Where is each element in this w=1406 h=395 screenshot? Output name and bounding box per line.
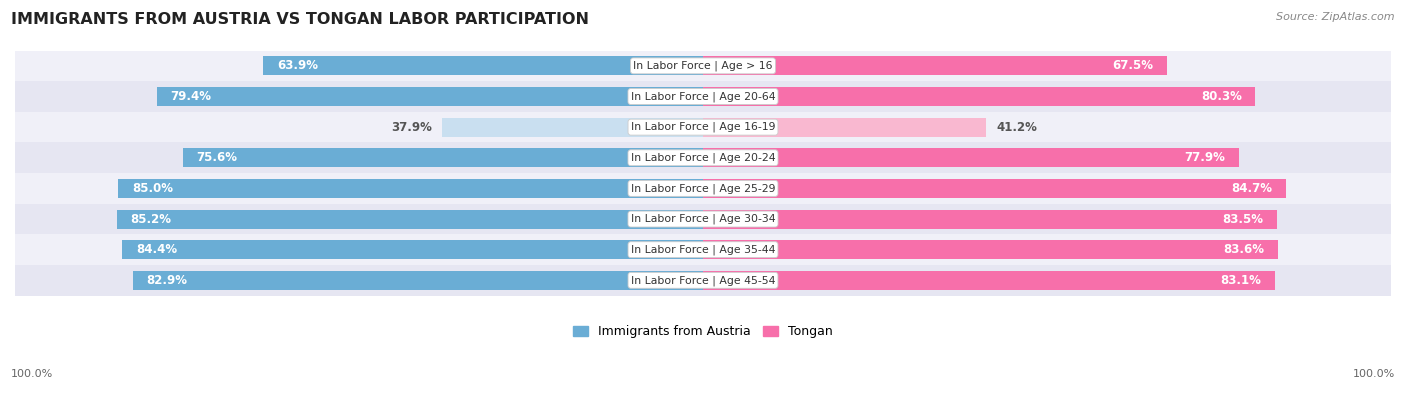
Text: In Labor Force | Age 30-34: In Labor Force | Age 30-34 <box>631 214 775 224</box>
Legend: Immigrants from Austria, Tongan: Immigrants from Austria, Tongan <box>568 320 838 343</box>
Text: In Labor Force | Age 35-44: In Labor Force | Age 35-44 <box>631 245 775 255</box>
Bar <box>703 240 1278 259</box>
Bar <box>15 234 1391 265</box>
Bar <box>263 56 703 75</box>
Text: 85.2%: 85.2% <box>131 213 172 226</box>
Bar <box>15 204 1391 234</box>
Bar <box>122 240 703 259</box>
Bar <box>118 179 703 198</box>
Bar <box>15 143 1391 173</box>
Bar <box>443 118 703 137</box>
Text: 41.2%: 41.2% <box>997 120 1038 134</box>
Text: 100.0%: 100.0% <box>1353 369 1395 379</box>
Text: 37.9%: 37.9% <box>391 120 432 134</box>
Bar <box>15 173 1391 204</box>
Text: 67.5%: 67.5% <box>1112 59 1154 72</box>
Text: IMMIGRANTS FROM AUSTRIA VS TONGAN LABOR PARTICIPATION: IMMIGRANTS FROM AUSTRIA VS TONGAN LABOR … <box>11 12 589 27</box>
Text: 82.9%: 82.9% <box>146 274 187 287</box>
Text: 77.9%: 77.9% <box>1184 151 1225 164</box>
Text: 83.5%: 83.5% <box>1223 213 1264 226</box>
Text: 84.7%: 84.7% <box>1232 182 1272 195</box>
Bar <box>117 210 703 229</box>
Text: 100.0%: 100.0% <box>11 369 53 379</box>
Bar <box>703 179 1285 198</box>
Text: In Labor Force | Age 20-24: In Labor Force | Age 20-24 <box>631 152 775 163</box>
Text: 63.9%: 63.9% <box>277 59 318 72</box>
Text: 75.6%: 75.6% <box>197 151 238 164</box>
Bar <box>15 265 1391 295</box>
Bar <box>156 87 703 106</box>
Text: In Labor Force | Age 45-54: In Labor Force | Age 45-54 <box>631 275 775 286</box>
Text: 84.4%: 84.4% <box>136 243 177 256</box>
Bar <box>15 81 1391 112</box>
Text: 79.4%: 79.4% <box>170 90 211 103</box>
Text: Source: ZipAtlas.com: Source: ZipAtlas.com <box>1277 12 1395 22</box>
Bar <box>703 87 1256 106</box>
Bar <box>703 271 1275 290</box>
Text: 83.6%: 83.6% <box>1223 243 1264 256</box>
Bar <box>132 271 703 290</box>
Text: 83.1%: 83.1% <box>1220 274 1261 287</box>
Text: In Labor Force | Age 20-64: In Labor Force | Age 20-64 <box>631 91 775 102</box>
Bar <box>183 148 703 167</box>
Text: In Labor Force | Age 16-19: In Labor Force | Age 16-19 <box>631 122 775 132</box>
Text: In Labor Force | Age 25-29: In Labor Force | Age 25-29 <box>631 183 775 194</box>
Bar <box>15 51 1391 81</box>
Bar <box>15 112 1391 143</box>
Bar <box>703 118 987 137</box>
Text: In Labor Force | Age > 16: In Labor Force | Age > 16 <box>633 60 773 71</box>
Text: 80.3%: 80.3% <box>1201 90 1241 103</box>
Text: 85.0%: 85.0% <box>132 182 173 195</box>
Bar <box>703 210 1278 229</box>
Bar <box>703 56 1167 75</box>
Bar <box>703 148 1239 167</box>
